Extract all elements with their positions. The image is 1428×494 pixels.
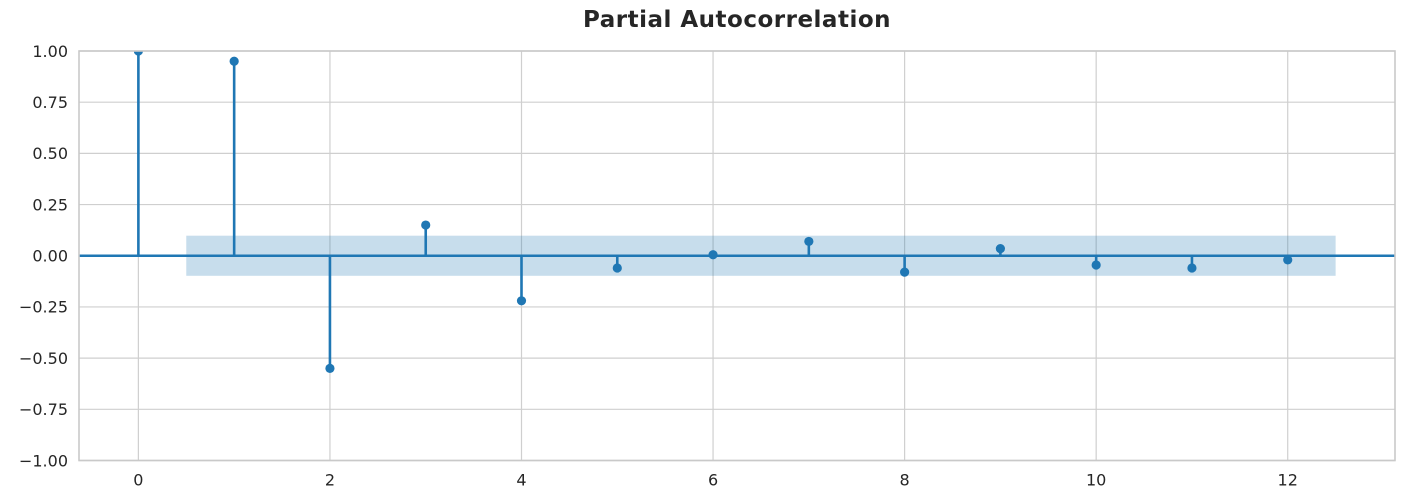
x-tick-label: 6 <box>708 471 718 490</box>
x-axis: 0 2 4 6 8 10 12 <box>133 471 1298 490</box>
marker <box>995 243 1005 254</box>
x-tick-label: 0 <box>133 471 143 490</box>
y-tick-label: 0.25 <box>32 195 68 214</box>
y-tick-label: −0.25 <box>19 298 68 317</box>
y-tick-label: 1.00 <box>32 42 68 61</box>
marker <box>612 263 622 273</box>
marker <box>421 220 431 230</box>
x-tick-label: 10 <box>1086 471 1106 490</box>
marker <box>900 267 910 277</box>
y-tick-label: −0.50 <box>19 349 68 368</box>
marker <box>133 51 143 56</box>
marker <box>1187 263 1197 273</box>
y-tick-label: −1.00 <box>19 451 68 470</box>
axes-border <box>78 50 1396 462</box>
x-tick-label: 12 <box>1278 471 1298 490</box>
marker <box>516 296 527 306</box>
y-tick-label: 0.50 <box>32 144 68 163</box>
x-tick-label: 4 <box>516 471 526 490</box>
y-tick-label: 0.75 <box>32 93 68 112</box>
y-axis: 1.00 0.75 0.50 0.25 0.00 −0.25 −0.50 −0.75 −1.00 <box>19 42 68 471</box>
x-tick-label: 2 <box>325 471 335 490</box>
x-tick-label: 8 <box>900 471 910 490</box>
marker <box>804 236 814 247</box>
chart-title: Partial Autocorrelation <box>582 7 892 33</box>
marker <box>708 250 718 260</box>
marker <box>1091 260 1101 270</box>
pacf-series <box>133 51 1293 373</box>
marker <box>1283 255 1293 265</box>
y-tick-label: 0.00 <box>32 247 68 266</box>
marker <box>229 56 239 66</box>
marker <box>325 363 335 373</box>
y-tick-label: −0.75 <box>19 400 68 419</box>
